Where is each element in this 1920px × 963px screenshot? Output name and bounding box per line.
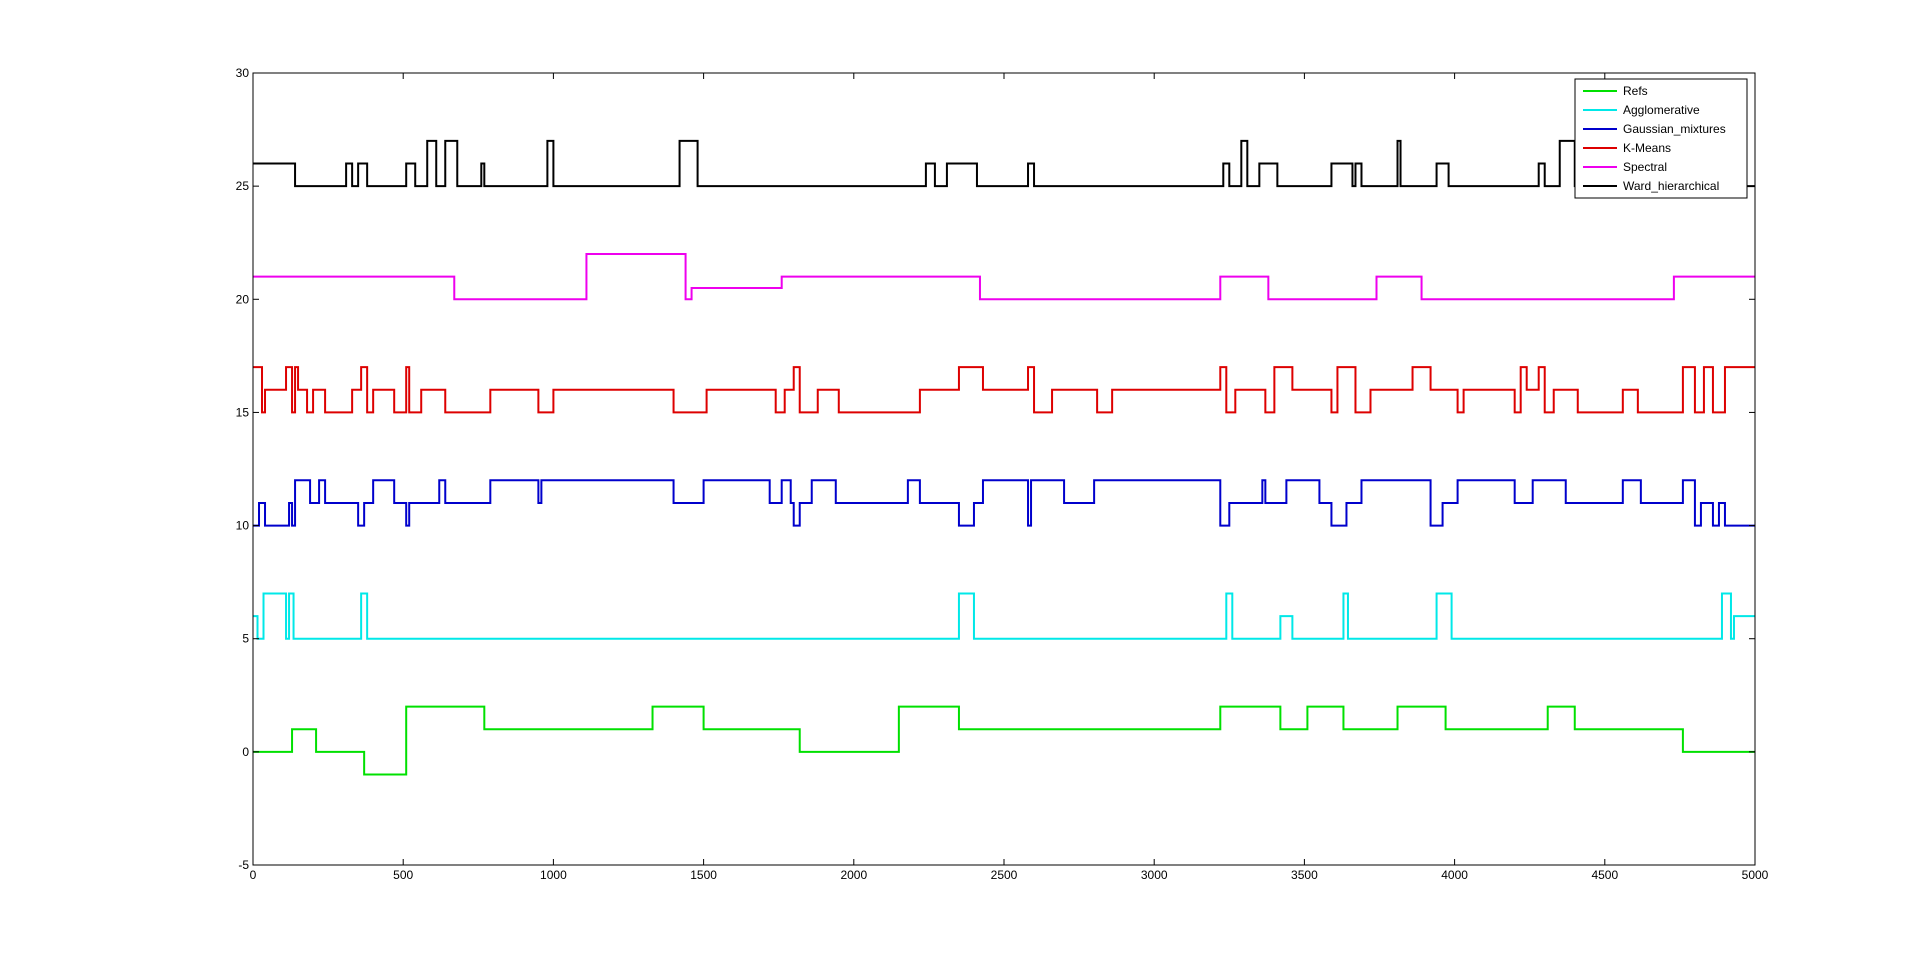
series-line-agglomerative <box>253 592 1755 640</box>
x-tick-label: 4500 <box>1591 868 1618 882</box>
legend-label: Refs <box>1623 84 1648 98</box>
x-tick-label: 0 <box>250 868 257 882</box>
series-line-ward-hierarchical <box>253 139 1755 188</box>
y-tick-label: -5 <box>238 858 249 872</box>
x-tick-label: 3500 <box>1291 868 1318 882</box>
legend-label: K-Means <box>1623 141 1671 155</box>
x-tick-label: 3000 <box>1141 868 1168 882</box>
series-line-spectral <box>253 253 1755 301</box>
y-tick-label: 5 <box>242 632 249 646</box>
legend-label: Gaussian_mixtures <box>1623 122 1726 136</box>
y-tick-label: 10 <box>236 519 250 533</box>
y-tick-label: 20 <box>236 292 250 306</box>
x-tick-label: 5000 <box>1742 868 1769 882</box>
y-tick-label: 25 <box>236 179 250 193</box>
ticks-layer: 0 500 1000 1500 2000 2500 3000 3500 4000 4500 5000… <box>236 66 1769 882</box>
x-tick-label: 500 <box>393 868 413 882</box>
legend-label: Spectral <box>1623 160 1667 174</box>
legend: Refs Agglomerative Gaussian_mixtures K-Mean… <box>1574 78 1748 199</box>
plot-background <box>253 73 1755 865</box>
series-layer <box>253 139 1755 776</box>
x-tick-label: 2000 <box>840 868 867 882</box>
x-tick-label: 1500 <box>690 868 717 882</box>
y-tick-label: 0 <box>242 745 249 759</box>
series-line-gaussian-mixtures <box>253 479 1755 527</box>
y-tick-label: 30 <box>236 66 250 80</box>
series-line-refs <box>253 705 1755 776</box>
x-tick-label: 4000 <box>1441 868 1468 882</box>
legend-label: Agglomerative <box>1623 103 1700 117</box>
x-tick-label: 1000 <box>540 868 567 882</box>
series-line-k-means <box>253 366 1755 414</box>
y-tick-label: 15 <box>236 405 250 419</box>
legend-label: Ward_hierarchical <box>1623 179 1719 193</box>
legend-box <box>1574 78 1748 199</box>
x-tick-label: 2500 <box>991 868 1018 882</box>
